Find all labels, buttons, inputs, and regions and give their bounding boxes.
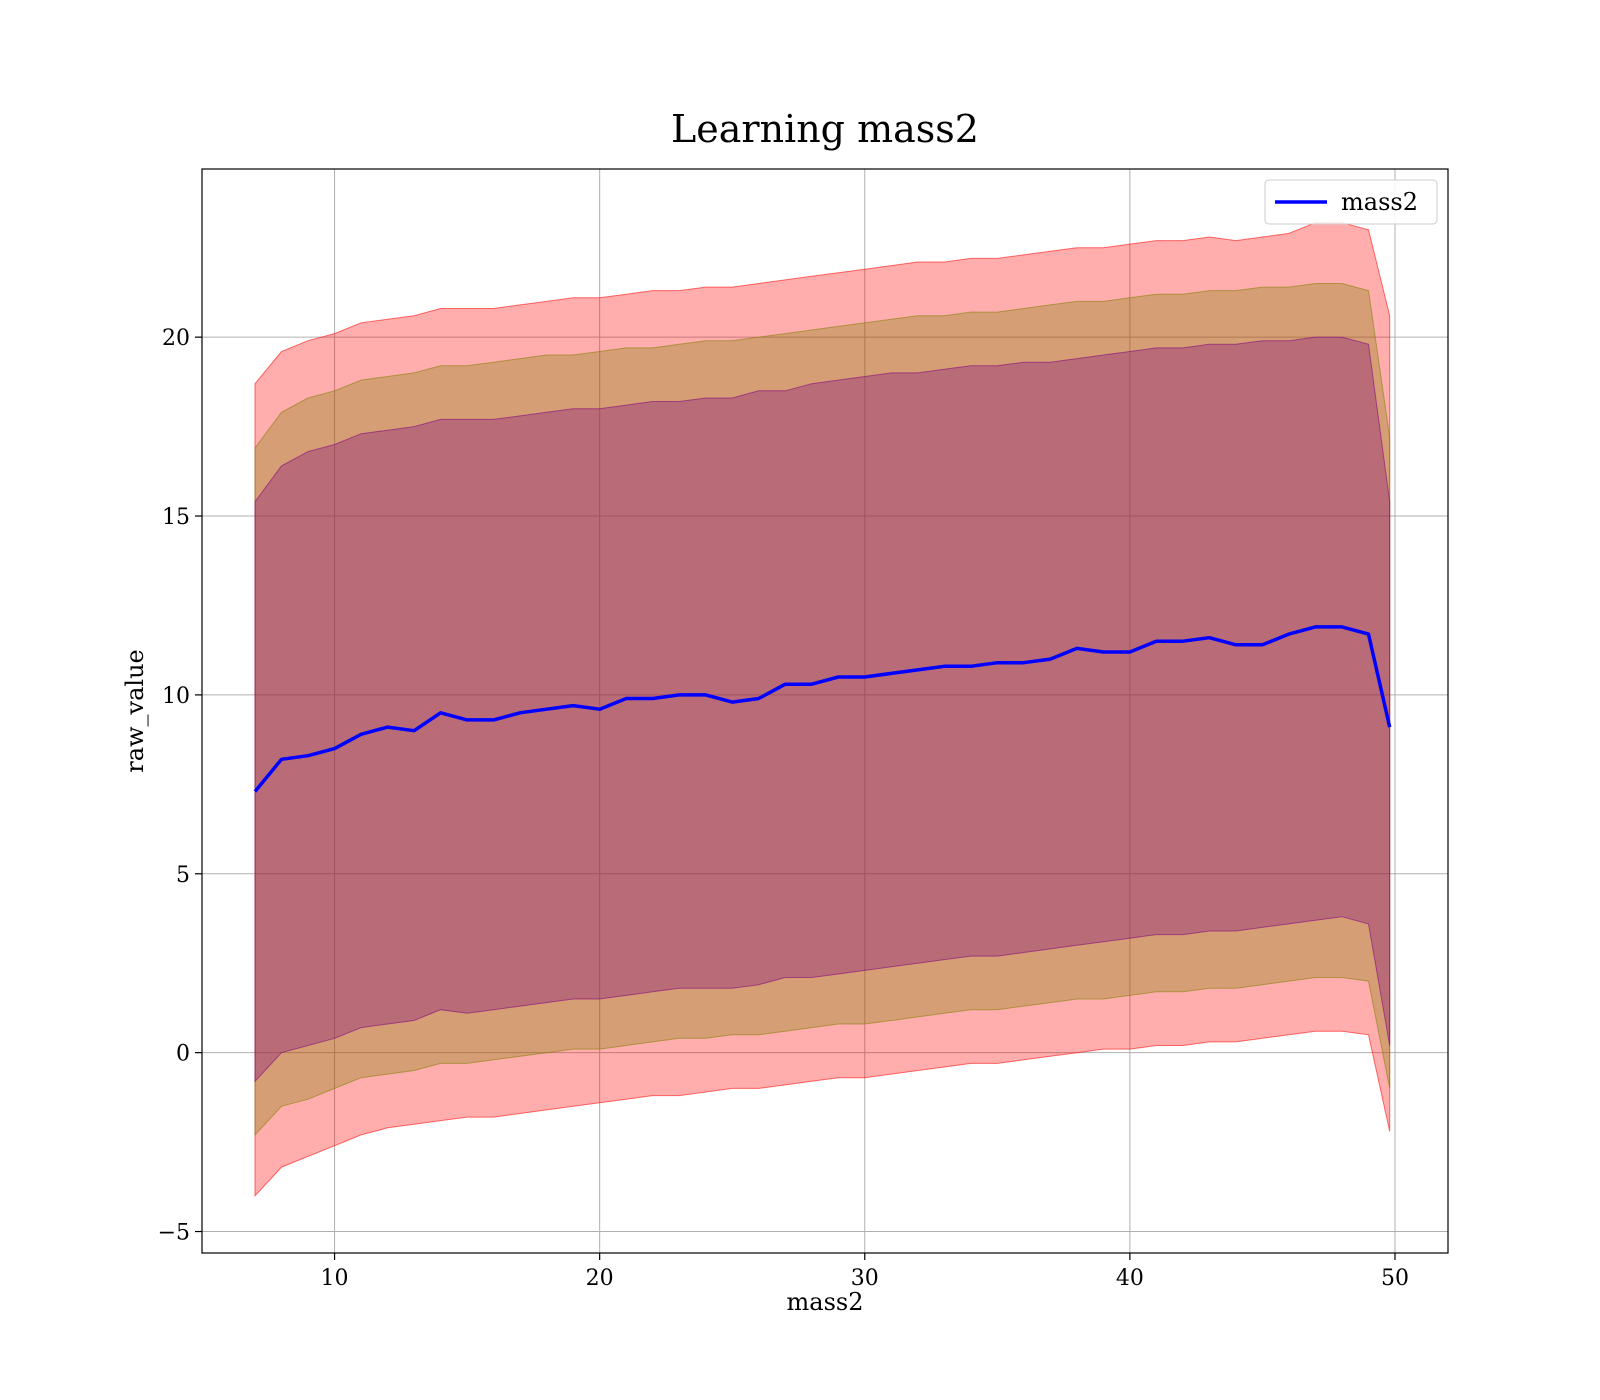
x-axis-label: mass2 <box>787 1288 864 1316</box>
chart-title: Learning mass2 <box>671 107 979 151</box>
band-2-sigma <box>254 283 1391 1137</box>
plot-frame <box>201 168 1449 1254</box>
band-3-sigma <box>254 222 1391 1198</box>
x-tick-label: 50 <box>1381 1266 1409 1291</box>
legend-label: mass2 <box>1341 188 1418 216</box>
axis-ticks: 10 20 30 40 50 −5 0 5 10 15 20 <box>158 326 1409 1291</box>
x-tick-label: 10 <box>321 1266 349 1291</box>
y-axis-label: raw_value <box>121 649 149 773</box>
x-tick-label: 40 <box>1116 1266 1144 1291</box>
confidence-bands <box>254 222 1391 1198</box>
y-tick-label: 15 <box>162 505 190 530</box>
y-tick-label: 0 <box>176 1042 190 1067</box>
y-tick-label: 20 <box>162 326 190 351</box>
series-line-mass2 <box>253 625 1392 793</box>
y-tick-label: −5 <box>158 1221 190 1246</box>
y-tick-label: 10 <box>162 684 190 709</box>
y-tick-label: 5 <box>176 863 190 888</box>
grid <box>202 169 1448 1253</box>
band-1-sigma <box>254 336 1391 1083</box>
x-tick-label: 20 <box>586 1266 614 1291</box>
legend-box <box>1264 179 1438 225</box>
series-lines <box>253 625 1392 793</box>
legend: mass2 <box>1264 179 1438 225</box>
x-tick-label: 30 <box>851 1266 879 1291</box>
